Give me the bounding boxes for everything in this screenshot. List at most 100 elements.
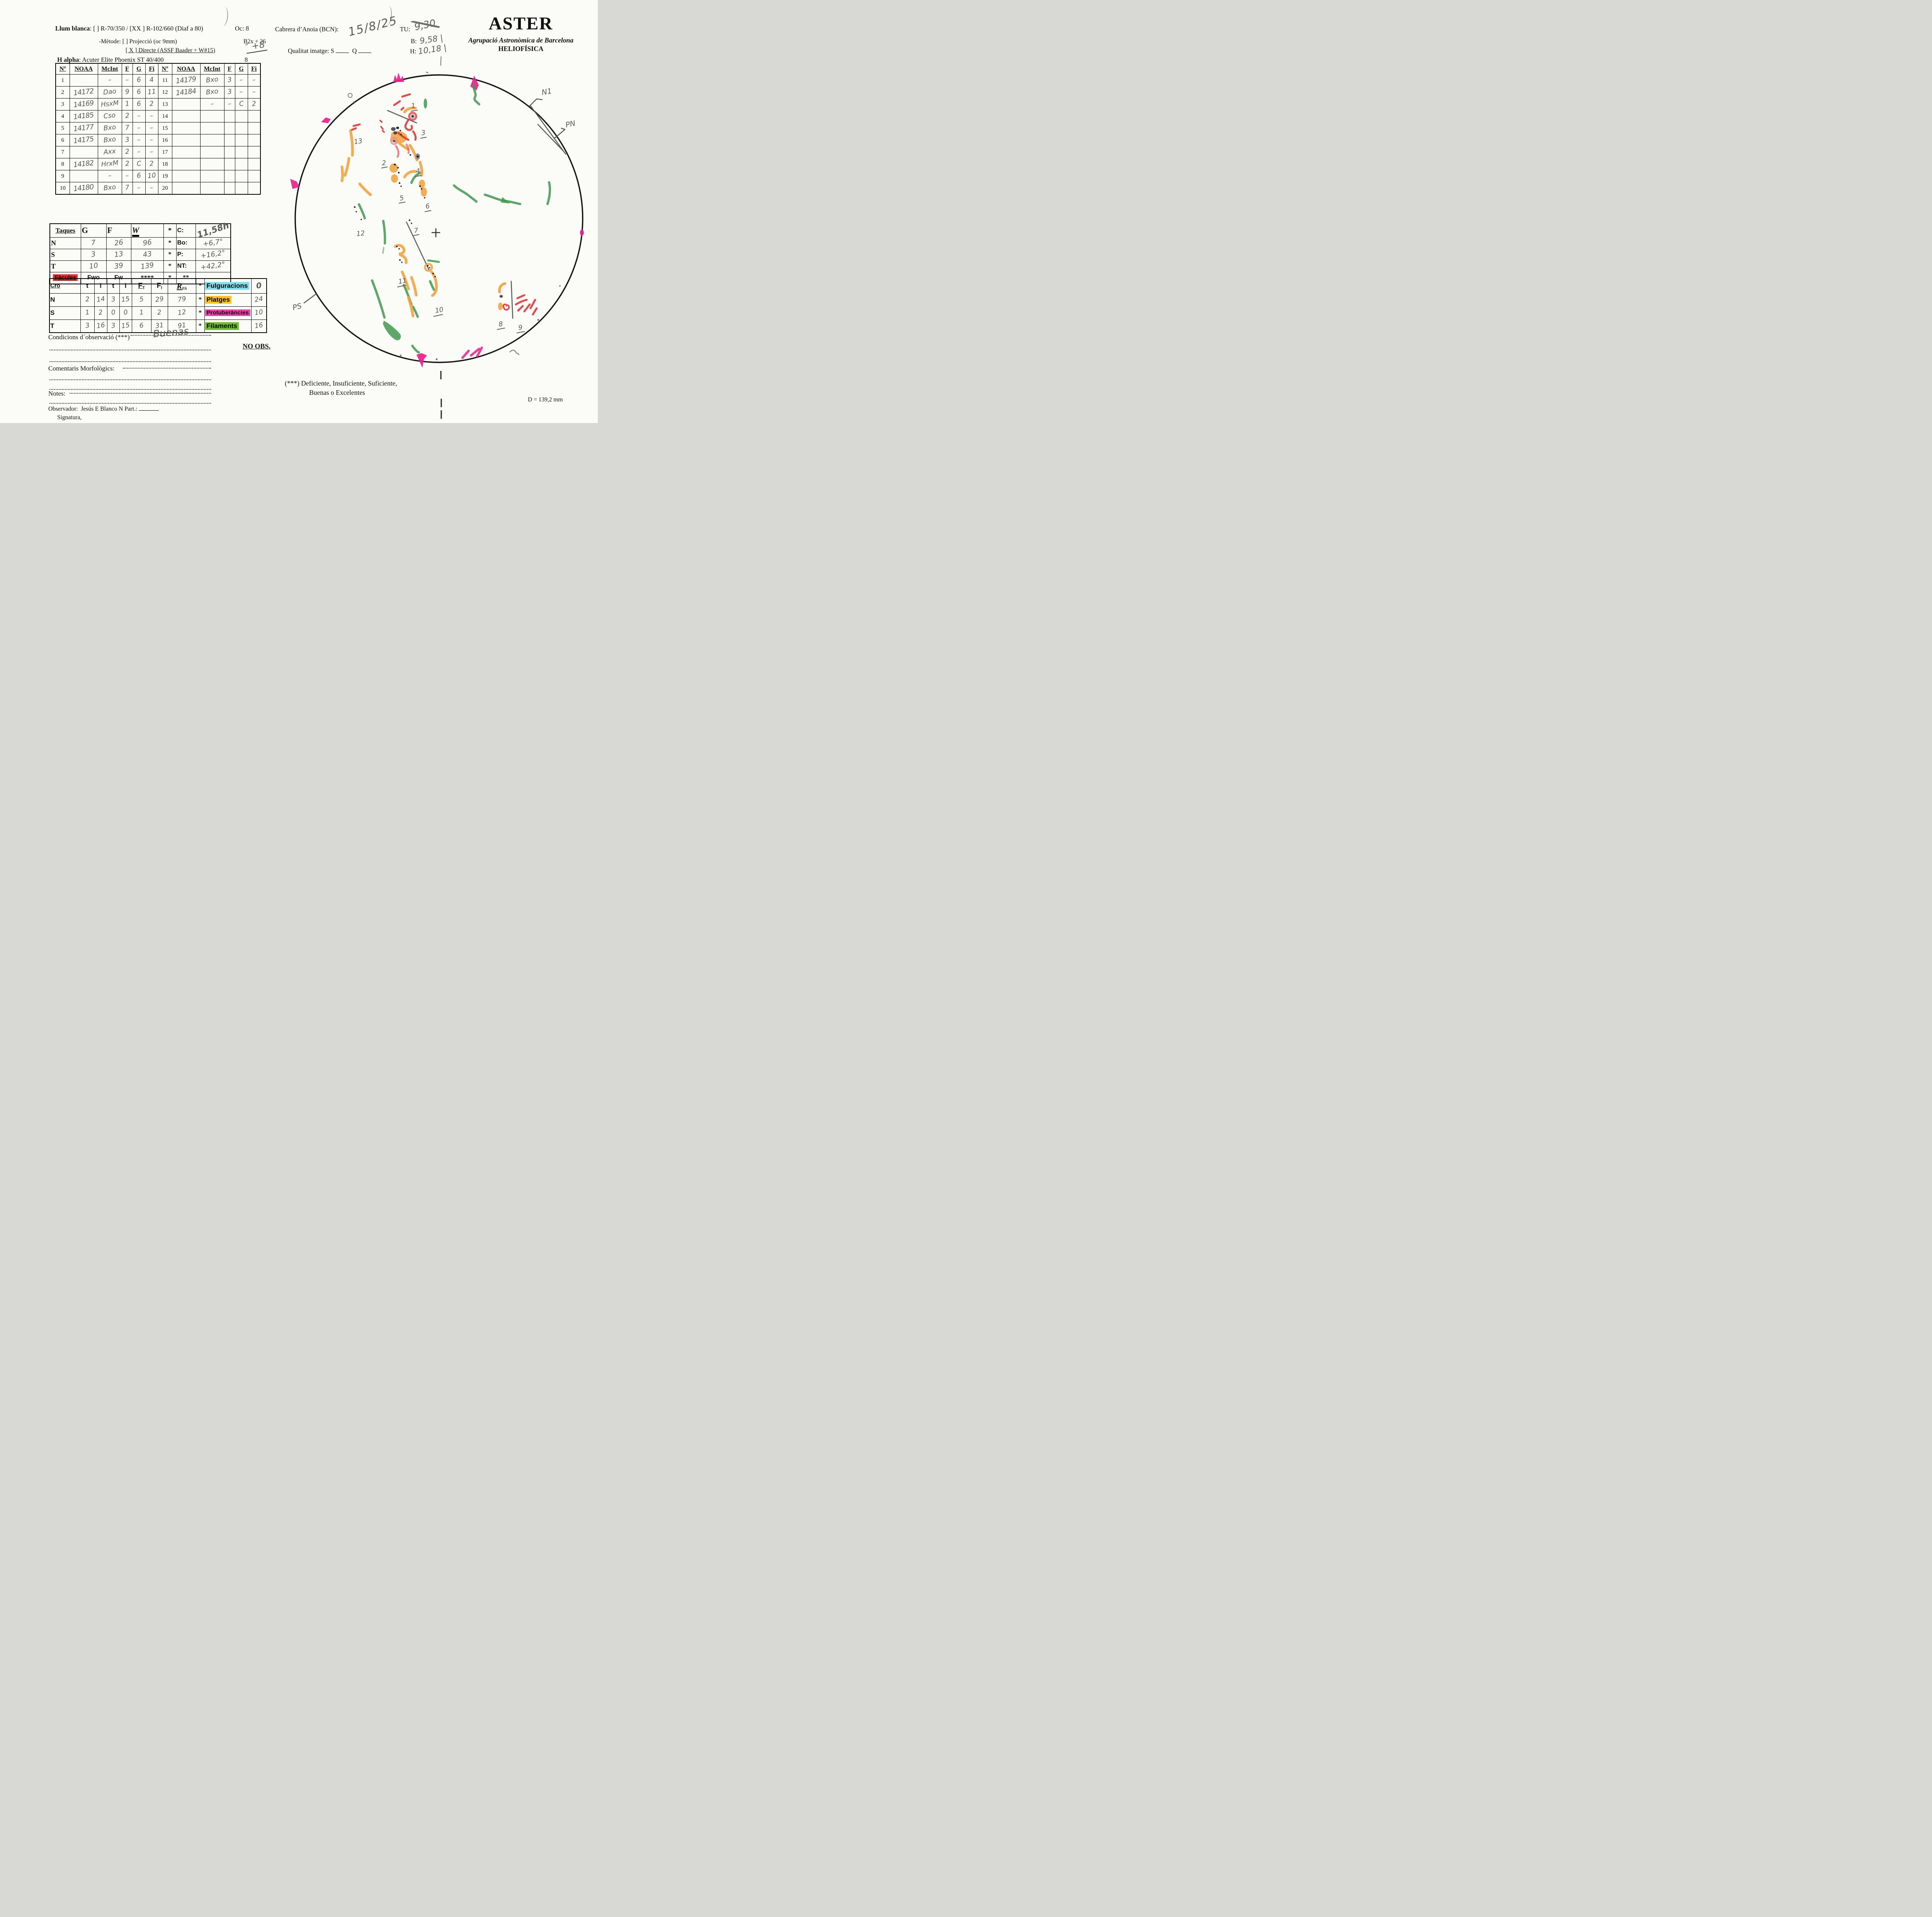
metode-line: -Mètode: [ ] Projecció (oc 9mm) bbox=[99, 38, 177, 45]
solar-disk-drawing: 1 2 3 4 5 6 7 8 9 10 11 12 13 N1 PN bbox=[290, 71, 584, 419]
s-blank bbox=[336, 48, 349, 53]
group1-pointer-line bbox=[387, 110, 417, 124]
h-handwritten: 10,18 | bbox=[417, 42, 447, 56]
solar-limb bbox=[294, 74, 583, 363]
filaments-label: Filaments bbox=[205, 322, 239, 330]
plage-orange bbox=[340, 107, 507, 318]
signatura-label: Signatura, bbox=[57, 414, 82, 421]
halpha-label: H alpha bbox=[57, 56, 79, 63]
orientation-label-ps: PS bbox=[292, 302, 303, 312]
n1-tick bbox=[529, 98, 543, 107]
group-label-6: 6 bbox=[425, 202, 430, 211]
ps-pointer-line bbox=[303, 293, 317, 304]
filament-blobs-green bbox=[383, 99, 510, 340]
filaments-count: 16 bbox=[254, 321, 264, 330]
cro-col-ft: FT bbox=[138, 282, 145, 291]
condicions-handwritten: Buenas bbox=[152, 325, 189, 340]
llum-blanca-value: : [ ] R-70/350 / [XX ] R-102/660 (Diaf a… bbox=[90, 25, 203, 32]
llum-blanca-label: Llum blanca bbox=[55, 25, 90, 32]
b-label: B: bbox=[411, 37, 417, 45]
taques-title: Taques bbox=[55, 226, 75, 234]
group-label-10: 10 bbox=[434, 306, 444, 314]
group-label-11: 11 bbox=[398, 277, 407, 286]
col-mcint: McInt bbox=[101, 65, 118, 72]
col-mcint2: McInt bbox=[204, 65, 221, 72]
dotted-line bbox=[49, 379, 211, 380]
diameter-value: D = 139,2 mm bbox=[528, 396, 563, 403]
c-label: C: bbox=[177, 227, 184, 234]
cro-col-rfa: RFA bbox=[177, 281, 187, 291]
group-label-13: 13 bbox=[354, 137, 363, 146]
llum-blanca-line: Llum blanca: [ ] R-70/350 / [XX ] R-102/… bbox=[55, 25, 203, 32]
orientation-label-n1: N1 bbox=[541, 87, 553, 97]
oc-value: Oc: 8 bbox=[235, 25, 249, 32]
limb-cross-line-1 bbox=[530, 105, 566, 155]
pn-pointer-line bbox=[554, 127, 566, 139]
active-regions-red bbox=[351, 93, 538, 316]
disk-center-cross bbox=[431, 228, 440, 238]
protuberancies-count: 10 bbox=[254, 308, 264, 317]
sunspot-table: Nº NOAA McInt F G Fi Nº NOAA McInt F G F… bbox=[55, 63, 261, 195]
disk-labels: 1 2 3 4 5 6 7 8 9 10 11 12 13 N1 PN bbox=[292, 87, 576, 333]
taques-table: Taques G F W * C: 11,58h N 7 26 96 * Bo: +… bbox=[49, 221, 231, 284]
protuberancies-label: Protuberàncies bbox=[205, 309, 250, 316]
table-row: 3 14169 HsxM 1 6 2 13– – C 2 bbox=[55, 98, 261, 110]
org-name: ASTER bbox=[488, 14, 553, 34]
group-label-5: 5 bbox=[399, 194, 405, 202]
taques-col-w: W bbox=[132, 226, 139, 237]
group-label-3: 3 bbox=[421, 129, 426, 137]
table-row: S 1 2 0 0 1 2 12 * Protuberàncies 10 bbox=[49, 306, 267, 320]
b2x-value: B2x + 26 bbox=[243, 38, 266, 45]
prominences-pink bbox=[290, 73, 584, 368]
prominence-streaks bbox=[461, 347, 483, 359]
group-label-1: 1 bbox=[411, 102, 416, 110]
sunspot-header-row: Nº NOAA McInt F G Fi Nº NOAA McInt F G F… bbox=[55, 63, 261, 75]
q-blank bbox=[358, 48, 372, 53]
table-row: T 10 39 139 * NT: +42,2° bbox=[49, 260, 231, 272]
qualitat-line: Qualitat imatge: S Q bbox=[288, 47, 372, 55]
filaments-green bbox=[358, 84, 551, 353]
observador-line: Observador: Jesús E Blanco N Part.: bbox=[48, 406, 159, 413]
notes-label: Notes: bbox=[48, 390, 66, 397]
org-block: ASTER Agrupació Astronòmica de Barcelona… bbox=[456, 15, 586, 53]
halpha-oc: 8 bbox=[245, 56, 248, 63]
dotted-line bbox=[131, 335, 211, 336]
orientation-label-pn: PN bbox=[565, 119, 576, 129]
dotted-line bbox=[49, 349, 211, 350]
fulguracions-label: Fulguracions bbox=[205, 282, 250, 290]
cro-col-fi: FI bbox=[156, 282, 162, 291]
dotted-line bbox=[49, 389, 211, 390]
group-label-12: 12 bbox=[356, 229, 365, 238]
table-row: N 2 14 3 15 5 29 79 * Platges 24 bbox=[49, 293, 267, 307]
col-g: G bbox=[136, 65, 141, 72]
table-row: 5 14177 Bxo 7– –15 bbox=[55, 122, 261, 134]
col-n: Nº bbox=[59, 65, 66, 72]
group10-ring-orange bbox=[424, 263, 433, 272]
dotted-line bbox=[123, 367, 211, 369]
condicions-label: Condicions d´observació (***) bbox=[48, 333, 130, 341]
cro-col-t2: t bbox=[112, 282, 114, 290]
col-fi2: Fi bbox=[251, 65, 257, 72]
tu-handwritten: 9,30 bbox=[413, 17, 437, 33]
table-row: 6 14175 Bxo 3– –16 bbox=[55, 134, 261, 146]
dotted-line bbox=[49, 403, 211, 404]
group-label-7: 7 bbox=[413, 227, 418, 235]
limb-cross-line-2 bbox=[537, 124, 564, 151]
taques-header-row: Taques G F W * C: 11,58h bbox=[49, 221, 231, 240]
observador-value: Jesús E Blanco N Part.: bbox=[81, 406, 138, 412]
table-row: S 3 13 43 * P: +16,2° bbox=[49, 248, 231, 261]
table-row: 10 14180 Bxo 7– –20 bbox=[55, 182, 261, 195]
col-n2: Nº bbox=[162, 65, 168, 72]
table-row: 9– –6 10 19 bbox=[55, 170, 261, 182]
fulguracions-count: 0 bbox=[255, 280, 262, 291]
h-label: H: bbox=[410, 48, 417, 55]
observation-form-scan: Llum blanca: [ ] R-70/350 / [XX ] R-102/… bbox=[0, 0, 598, 423]
star: * bbox=[168, 226, 172, 235]
dotted-line bbox=[70, 393, 211, 394]
table-row: 8 14182 HrxM 2 C 2 18 bbox=[55, 158, 261, 170]
legend-line2: Buenas o Excelentes bbox=[309, 389, 365, 396]
table-row: 1– –6 4 11 14179 Bxo 3– – bbox=[55, 74, 261, 87]
star: * bbox=[199, 282, 202, 289]
no-obs-label: NO OBS. bbox=[243, 342, 271, 350]
taques-col-g: G bbox=[82, 226, 88, 235]
